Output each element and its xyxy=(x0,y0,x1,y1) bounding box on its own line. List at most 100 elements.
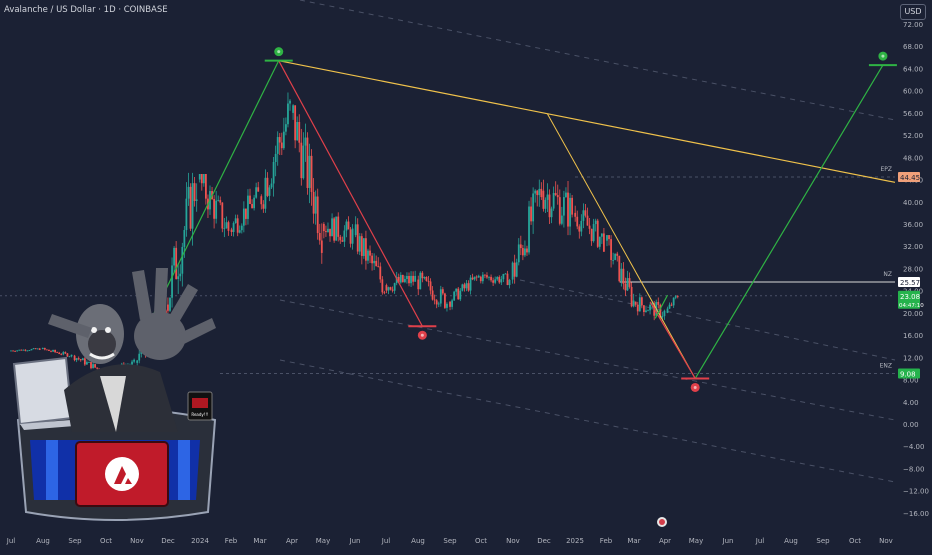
mascot-shirt xyxy=(100,376,126,432)
candle-body xyxy=(511,262,514,280)
candle-body xyxy=(300,142,303,179)
candle-body xyxy=(624,283,627,291)
candle-body xyxy=(360,236,363,256)
candle-body xyxy=(433,299,436,301)
price-label-value: 9.08 xyxy=(900,371,916,379)
candle-body xyxy=(626,278,629,291)
candle-body xyxy=(304,137,307,146)
candle-body xyxy=(560,215,563,224)
currency-button[interactable]: USD xyxy=(900,4,926,20)
x-tick-label: Oct xyxy=(475,537,487,545)
mascot-arm-left xyxy=(48,314,92,338)
price-label-countdown: 04:47:10 xyxy=(899,303,924,309)
candle-body xyxy=(175,247,178,280)
avalanche-logo-icon xyxy=(114,466,132,484)
candle-body xyxy=(449,301,451,307)
candle-body xyxy=(232,223,235,233)
candle-body xyxy=(381,279,384,293)
candle-body xyxy=(138,353,141,361)
candle-body xyxy=(75,358,78,361)
candle-body xyxy=(576,216,579,227)
candle-body xyxy=(48,349,50,351)
candle-body xyxy=(34,348,37,350)
candle-body xyxy=(661,316,664,318)
candle-body xyxy=(459,290,462,300)
candle-body xyxy=(280,142,283,149)
candle-body xyxy=(574,212,577,217)
analysis-lines xyxy=(150,60,896,379)
candle-body xyxy=(81,358,84,361)
candle-body xyxy=(30,349,33,351)
candle-body xyxy=(46,349,48,351)
candle-body xyxy=(429,281,432,291)
candle-body xyxy=(672,297,675,306)
x-tick-label: Feb xyxy=(225,537,238,545)
candle-body xyxy=(526,248,528,253)
y-tick-label: 60.00 xyxy=(903,88,923,96)
candle-body xyxy=(187,186,190,199)
candle-body xyxy=(10,350,12,352)
candle-body xyxy=(230,229,233,233)
mascot-teeth xyxy=(89,352,115,360)
candle-body xyxy=(427,280,430,282)
candle-body xyxy=(133,359,135,362)
candle-body xyxy=(469,277,472,291)
candle-body xyxy=(358,236,361,252)
candle-body xyxy=(302,145,305,179)
candle-body xyxy=(377,266,380,267)
x-tick-label: Aug xyxy=(411,537,425,545)
yellow-decline-line xyxy=(547,113,696,379)
green-current-line xyxy=(654,294,669,319)
x-tick-label: 2024 xyxy=(191,537,209,545)
candle-body xyxy=(582,210,585,221)
candle-body xyxy=(56,352,59,353)
candle-body xyxy=(490,276,492,281)
candle-body xyxy=(179,273,182,277)
candle-body xyxy=(308,155,311,188)
candle-body xyxy=(600,233,603,237)
candle-body xyxy=(189,186,192,229)
candle-body xyxy=(471,277,474,280)
candle-body xyxy=(657,301,660,305)
candle-body xyxy=(251,203,253,209)
event-icon[interactable] xyxy=(657,517,667,527)
candle-body xyxy=(262,204,265,209)
candle-body xyxy=(569,197,571,227)
candle-body xyxy=(634,301,637,305)
mascot-eye-left xyxy=(91,327,97,333)
candle-body xyxy=(404,279,406,283)
candle-body xyxy=(550,208,553,218)
candle-body xyxy=(610,239,612,261)
x-tick-label: 2025 xyxy=(566,537,584,545)
candle-body xyxy=(274,153,277,162)
candle-body xyxy=(397,276,400,283)
y-tick-label: 28.00 xyxy=(903,265,923,273)
candle-body xyxy=(94,364,97,368)
price-label-box xyxy=(898,276,920,287)
candle-body xyxy=(638,297,641,312)
candle-body xyxy=(213,199,216,219)
candle-body xyxy=(202,174,205,184)
candle-body xyxy=(278,137,281,143)
price-label-box xyxy=(898,368,920,379)
candle-body xyxy=(540,188,543,198)
candle-body xyxy=(329,228,331,237)
candle-body xyxy=(215,200,218,219)
candle-body xyxy=(457,288,460,300)
candle-body xyxy=(333,218,336,241)
candle-body xyxy=(632,300,635,307)
y-tick-label: 32.00 xyxy=(903,243,923,251)
mascot-hand xyxy=(134,312,186,360)
candle-body xyxy=(455,288,458,292)
candle-body xyxy=(423,277,426,279)
candle-body xyxy=(628,278,631,287)
candle-body xyxy=(488,276,490,278)
candle-body xyxy=(177,276,180,280)
candle-body xyxy=(371,255,373,264)
candle-body xyxy=(668,304,671,309)
candle-body xyxy=(50,350,52,352)
price-label-box xyxy=(898,172,920,183)
candle-body xyxy=(435,300,438,305)
